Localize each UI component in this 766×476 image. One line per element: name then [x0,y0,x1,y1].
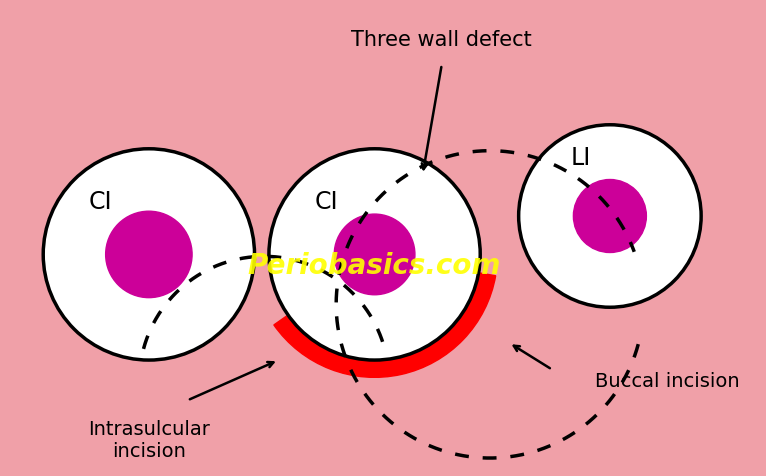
Text: Periobasics.com: Periobasics.com [248,252,501,280]
Text: Three wall defect: Three wall defect [352,30,532,50]
Circle shape [574,179,647,252]
Text: LI: LI [571,147,591,170]
Circle shape [334,214,415,295]
Wedge shape [274,271,496,377]
Text: CI: CI [89,189,113,214]
Circle shape [43,149,254,360]
Circle shape [519,125,701,307]
Circle shape [269,149,480,360]
Text: Intrasulcular
incision: Intrasulcular incision [88,420,210,461]
Text: CI: CI [315,189,339,214]
Text: Buccal incision: Buccal incision [595,372,740,391]
Circle shape [106,211,192,298]
